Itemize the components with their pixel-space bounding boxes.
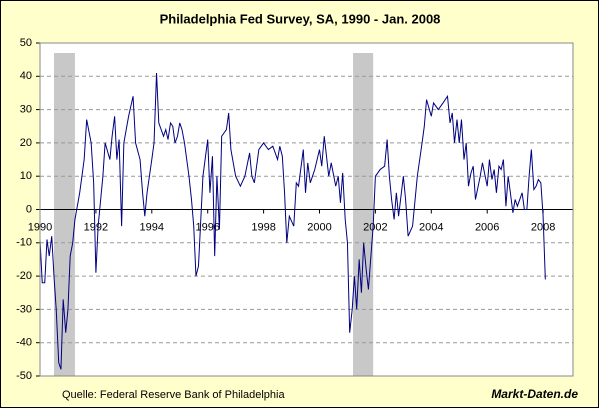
source-note: Quelle: Federal Reserve Bank of Philadel… (62, 389, 285, 401)
y-tick-label: -30 (16, 303, 32, 315)
y-tick-label: -40 (16, 337, 32, 349)
x-tick-label: 1996 (195, 221, 219, 233)
y-tick-label: 30 (20, 104, 32, 116)
y-tick-label: 10 (20, 170, 32, 182)
recession-band (53, 53, 75, 376)
brand: Markt-Daten.de (491, 387, 578, 401)
y-tick-label: -50 (16, 370, 32, 382)
y-tick-label: 0 (26, 203, 32, 215)
x-tick-label: 2000 (307, 221, 331, 233)
y-tick-label: 50 (20, 37, 32, 49)
y-tick-label: -20 (16, 270, 32, 282)
x-tick-label: 1994 (140, 221, 164, 233)
plot-border (39, 42, 574, 377)
recession-band (353, 53, 374, 376)
x-tick-label: 1998 (251, 221, 275, 233)
chart-title: Philadelphia Fed Survey, SA, 1990 - Jan.… (160, 11, 441, 26)
y-tick-label: -10 (16, 237, 32, 249)
y-tick-label: 40 (20, 70, 32, 82)
x-tick-label: 1992 (84, 221, 108, 233)
x-tick-label: 2004 (419, 221, 443, 233)
x-tick-label: 2006 (475, 221, 499, 233)
y-tick-label: 20 (20, 137, 32, 149)
data-line (39, 72, 546, 370)
x-tick-label: 2002 (363, 221, 387, 233)
